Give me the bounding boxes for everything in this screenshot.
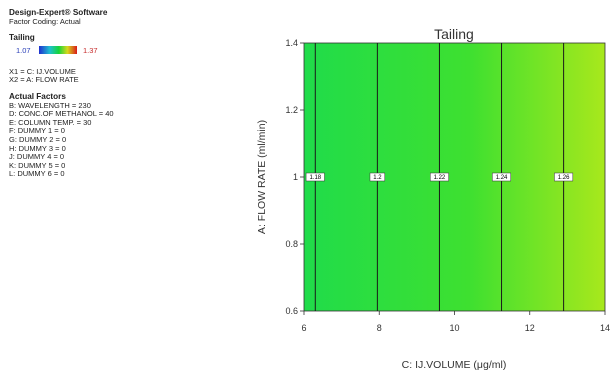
x-tick-label: 6	[301, 323, 306, 333]
actual-factor: B: WAVELENGTH = 230	[9, 100, 91, 110]
x-axis-label: C: IJ.VOLUME (μg/ml)	[402, 359, 507, 371]
y-tick-label: 1.4	[285, 38, 298, 48]
actual-factor: H: DUMMY 3 = 0	[9, 143, 66, 153]
x-tick-label: 10	[449, 323, 459, 333]
actual-factor: F: DUMMY 1 = 0	[9, 126, 65, 136]
contour-label: 1.24	[496, 175, 508, 181]
x1-definition: X1 = C: IJ.VOLUME	[9, 66, 76, 76]
actual-factor: K: DUMMY 5 = 0	[9, 160, 66, 170]
y-tick-label: 0.6	[285, 306, 298, 316]
actual-factor: E: COLUMN TEMP. = 30	[9, 117, 92, 127]
actual-factor: D: CONC.OF METHANOL = 40	[9, 109, 114, 119]
actual-factor: G: DUMMY 2 = 0	[9, 134, 67, 144]
actual-factors-heading: Actual Factors	[9, 91, 66, 101]
response-heading: Tailing	[9, 33, 35, 43]
contour-label-box	[305, 172, 325, 182]
x-tick-label: 12	[525, 323, 535, 333]
contour-label-box	[492, 172, 511, 182]
chart-title: Tailing	[434, 26, 474, 42]
color-scale: 1.07 1.37	[9, 44, 209, 58]
scale-low-value: 1.07	[16, 45, 31, 55]
axis-ticks: 6 8 10 12 14 0.6 0.8 1 1.2 1.4	[285, 38, 610, 333]
contour-label: 1.26	[558, 175, 570, 181]
color-gradient-bar	[39, 45, 77, 54]
x-tick-label: 8	[377, 323, 382, 333]
x-tick-label: 14	[600, 323, 610, 333]
x2-definition: X2 = A: FLOW RATE	[9, 75, 79, 85]
actual-factor: J: DUMMY 4 = 0	[9, 152, 65, 162]
y-tick-label: 1.2	[285, 105, 298, 115]
y-axis-label: A: FLOW RATE (ml/min)	[256, 120, 268, 234]
app-title: Design-Expert® Software	[9, 8, 108, 17]
contour-label: 1.2	[373, 175, 382, 181]
contour-label-box	[369, 172, 386, 182]
contour-label-box	[430, 172, 449, 182]
y-tick-label: 0.8	[285, 239, 298, 249]
sidebar-legend: Design-Expert® Software Factor Coding: A…	[9, 8, 209, 179]
contour-lines: 1.18 1.2 1.22 1.24 1.26	[305, 43, 574, 311]
scale-high-value: 1.37	[83, 45, 98, 55]
y-tick-label: 1	[293, 172, 298, 182]
contour-label-box	[554, 172, 574, 182]
factor-coding: Factor Coding: Actual	[9, 16, 81, 26]
contour-label: 1.22	[434, 175, 446, 181]
actual-factor: L: DUMMY 6 = 0	[9, 169, 65, 179]
contour-label: 1.18	[309, 175, 321, 181]
